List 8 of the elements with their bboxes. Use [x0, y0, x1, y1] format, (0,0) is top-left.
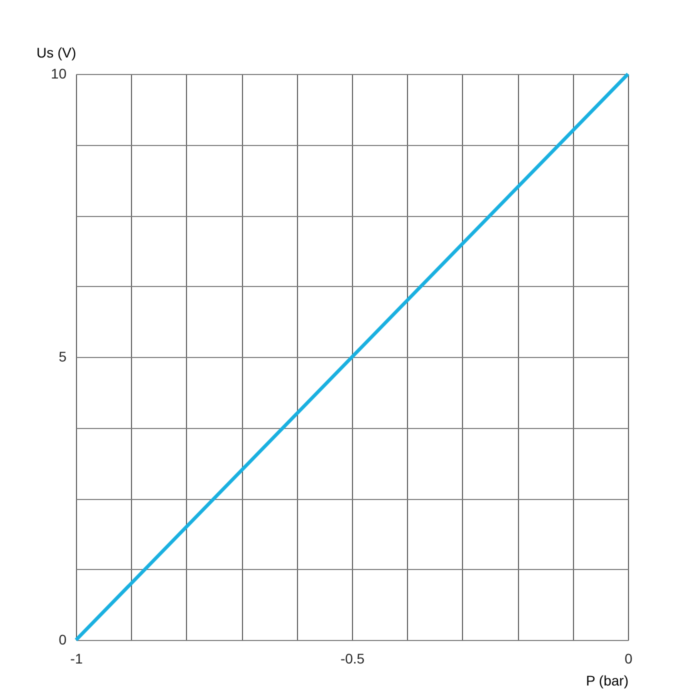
x-tick-label: 0 — [624, 650, 633, 666]
x-axis-title: P (bar) — [586, 672, 628, 688]
y-tick-label: 0 — [58, 632, 67, 648]
y-tick-label: 5 — [58, 348, 67, 364]
x-tick-label: -1 — [70, 650, 83, 666]
y-tick-label: 10 — [50, 66, 67, 82]
y-axis-title: Us (V) — [36, 44, 76, 60]
x-tick-label: -0.5 — [340, 650, 365, 666]
